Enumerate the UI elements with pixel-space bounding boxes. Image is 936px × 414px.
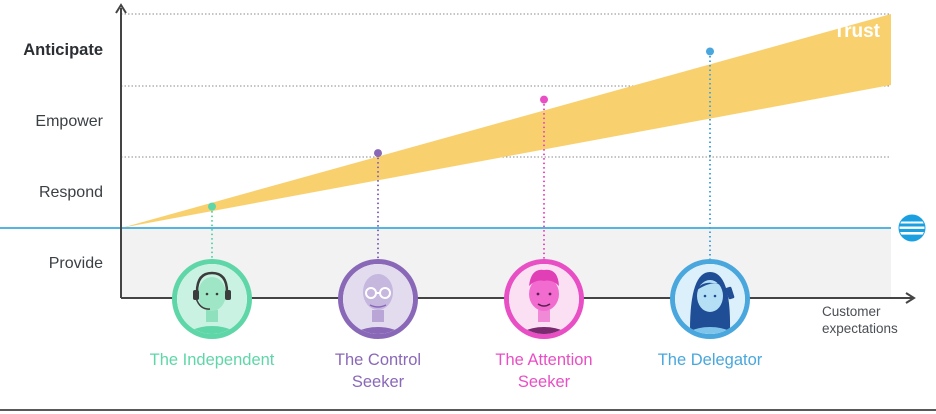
independent-avatar-icon bbox=[177, 264, 247, 334]
level-marker-delegator bbox=[706, 47, 714, 56]
level-marker-attention-seeker bbox=[540, 95, 548, 104]
persona-name-attention-seeker-line-2: Seeker bbox=[518, 373, 571, 391]
persona-attention-seeker bbox=[504, 259, 584, 339]
trust-band-label: Trust bbox=[834, 21, 881, 42]
level-marker-independent bbox=[208, 202, 216, 211]
x-axis-label-line-1: Customer bbox=[822, 304, 881, 319]
y-label-anticipate: Anticipate bbox=[23, 41, 103, 59]
att-globe-icon bbox=[898, 214, 926, 242]
x-axis-arrow bbox=[905, 292, 916, 304]
y-label-provide: Provide bbox=[49, 255, 103, 272]
y-label-respond: Respond bbox=[39, 184, 103, 201]
persona-name-delegator: The Delegator bbox=[658, 351, 763, 369]
persona-delegator bbox=[670, 259, 750, 339]
trust-band bbox=[121, 14, 891, 228]
persona-name-attention-seeker-line-1: The Attention bbox=[495, 351, 592, 369]
persona-name-control-seeker-line-2: Seeker bbox=[352, 373, 405, 391]
persona-name-independent: The Independent bbox=[150, 351, 275, 369]
persona-leader-lines bbox=[208, 47, 714, 259]
persona-control-seeker bbox=[338, 259, 418, 339]
level-marker-control-seeker bbox=[374, 149, 382, 158]
x-axis-label-line-2: expectations bbox=[822, 321, 898, 336]
attention-seeker-avatar-icon bbox=[509, 264, 579, 334]
delegator-avatar-icon bbox=[675, 264, 745, 334]
persona-independent bbox=[172, 259, 252, 339]
control-seeker-avatar-icon bbox=[343, 264, 413, 334]
y-axis-arrow bbox=[115, 3, 127, 14]
persona-name-control-seeker-line-1: The Control bbox=[335, 351, 421, 369]
y-label-empower: Empower bbox=[35, 113, 103, 130]
